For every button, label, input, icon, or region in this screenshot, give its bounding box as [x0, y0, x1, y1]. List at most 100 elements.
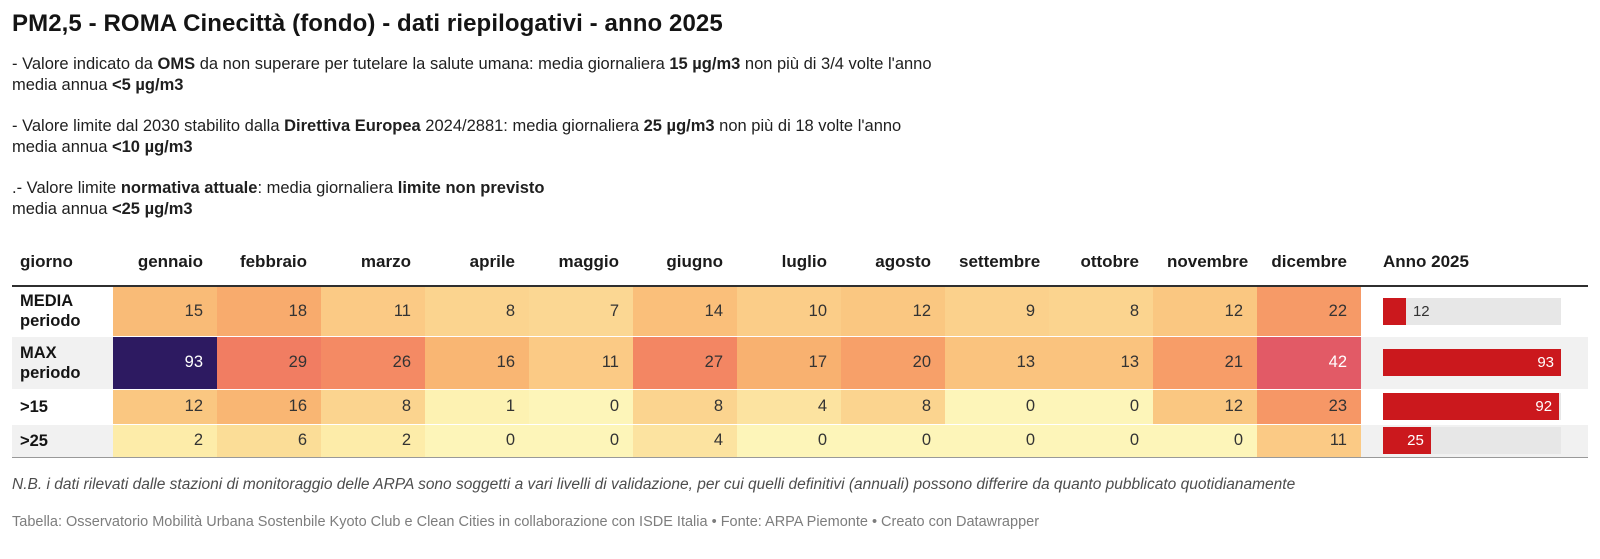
heatmap-cell: 0: [529, 424, 633, 457]
intro-bold: <10 µg/m3: [112, 138, 193, 156]
heatmap-cell: 21: [1153, 336, 1257, 389]
heatmap-cell: 6: [217, 424, 321, 457]
intro-text: - Valore indicato da: [12, 55, 158, 73]
annual-bar-track: 92: [1383, 393, 1561, 420]
pm25-summary-table: giorno gennaio febbraio marzo aprile maggio gi…: [12, 246, 1588, 458]
oms-limit-note: - Valore indicato da OMS da non superare…: [12, 54, 1584, 96]
table-row: MAX periodo 93 29 26 16 11 27 17 20 13 13 21 42 93: [12, 336, 1588, 389]
annual-bar-cell: 12: [1361, 286, 1588, 336]
table-body: MEDIA periodo 15 18 11 8 7 14 10 12 9 8 12 22 12 MAX per…: [12, 286, 1588, 457]
column-header-novembre: novembre: [1153, 246, 1257, 287]
heatmap-cell: 0: [737, 424, 841, 457]
intro-bold: 15 µg/m3: [669, 55, 741, 73]
heatmap-cell: 16: [217, 389, 321, 424]
intro-bold: <25 µg/m3: [112, 200, 193, 218]
heatmap-cell: 11: [529, 336, 633, 389]
heatmap-cell: 23: [1257, 389, 1361, 424]
column-header-giorno: giorno: [12, 246, 113, 287]
column-header-anno-2025: Anno 2025: [1361, 246, 1588, 287]
heatmap-cell: 9: [945, 286, 1049, 336]
row-label: >15: [12, 389, 113, 424]
heatmap-cell: 15: [113, 286, 217, 336]
heatmap-cell: 0: [529, 389, 633, 424]
annual-bar-track: 12: [1383, 297, 1561, 325]
intro-text: non più di 18 volte l'anno: [714, 117, 902, 135]
heatmap-cell: 4: [737, 389, 841, 424]
intro-text: media annua: [12, 200, 112, 218]
heatmap-cell: 29: [217, 336, 321, 389]
annual-bar-cell: 25: [1361, 424, 1588, 457]
column-header-dicembre: dicembre: [1257, 246, 1361, 287]
validation-disclaimer: N.B. i dati rilevati dalle stazioni di m…: [12, 475, 1296, 493]
heatmap-cell: 26: [321, 336, 425, 389]
datawrapper-table-page: PM2,5 - ROMA Cinecittà (fondo) - dati ri…: [12, 10, 1588, 530]
table-header-row: giorno gennaio febbraio marzo aprile maggio gi…: [12, 246, 1588, 287]
annual-bar-value: 92: [1535, 398, 1553, 415]
heatmap-cell: 0: [425, 424, 529, 457]
row-label: >25: [12, 424, 113, 457]
column-header-luglio: luglio: [737, 246, 841, 287]
heatmap-cell: 2: [113, 424, 217, 457]
heatmap-cell: 0: [1049, 424, 1153, 457]
intro-text: da non superare per tutelare la salute u…: [195, 55, 670, 73]
annual-bar-value: 93: [1537, 354, 1554, 371]
intro-bold: <5 µg/m3: [112, 76, 184, 94]
current-law-limit-note: .- Valore limite normativa attuale: medi…: [12, 178, 1584, 220]
intro-bold: limite non previsto: [397, 179, 545, 197]
table-row: MEDIA periodo 15 18 11 8 7 14 10 12 9 8 12 22 12: [12, 286, 1588, 336]
annual-bar-fill: [1383, 297, 1406, 325]
heatmap-cell: 13: [1049, 336, 1153, 389]
heatmap-cell: 0: [1153, 424, 1257, 457]
intro-text: media annua: [12, 76, 112, 94]
source-attribution: Tabella: Osservatorio Mobilità Urbana So…: [12, 513, 1040, 530]
intro-text: 2024/2881: media giornaliera: [420, 117, 644, 135]
eu-directive-limit-note: - Valore limite dal 2030 stabilito dalla…: [12, 116, 1584, 158]
annual-bar-track: 25: [1383, 427, 1561, 454]
heatmap-cell: 14: [633, 286, 737, 336]
heatmap-cell: 22: [1257, 286, 1361, 336]
heatmap-cell: 0: [945, 389, 1049, 424]
page-title: PM2,5 - ROMA Cinecittà (fondo) - dati ri…: [12, 10, 723, 37]
heatmap-cell: 27: [633, 336, 737, 389]
heatmap-cell: 12: [841, 286, 945, 336]
heatmap-cell: 10: [737, 286, 841, 336]
heatmap-cell: 20: [841, 336, 945, 389]
heatmap-cell: 2: [321, 424, 425, 457]
heatmap-cell: 12: [1153, 389, 1257, 424]
row-label: MEDIA periodo: [12, 286, 113, 336]
intro-bold: OMS: [157, 55, 196, 73]
table-row: >25 2 6 2 0 0 4 0 0 0 0 0 11 25: [12, 424, 1588, 457]
heatmap-cell: 4: [633, 424, 737, 457]
intro-text: .- Valore limite: [12, 179, 121, 197]
intro-bold: normativa attuale: [120, 179, 258, 197]
annual-bar-fill: 93: [1383, 349, 1561, 376]
intro-text: - Valore limite dal 2030 stabilito dalla: [12, 117, 285, 135]
annual-bar-fill: 25: [1383, 427, 1431, 454]
annual-bar-cell: 93: [1361, 336, 1588, 389]
intro-text: media annua: [12, 138, 112, 156]
column-header-settembre: settembre: [945, 246, 1049, 287]
heatmap-cell: 18: [217, 286, 321, 336]
heatmap-cell: 12: [113, 389, 217, 424]
annual-bar-cell: 92: [1361, 389, 1588, 424]
column-header-giugno: giugno: [633, 246, 737, 287]
heatmap-cell: 16: [425, 336, 529, 389]
column-header-ottobre: ottobre: [1049, 246, 1153, 287]
column-header-marzo: marzo: [321, 246, 425, 287]
table-row: >15 12 16 8 1 0 8 4 8 0 0 12 23 92: [12, 389, 1588, 424]
intro-bold: Direttiva Europea: [284, 117, 421, 135]
intro-text: : media giornaliera: [257, 179, 398, 197]
heatmap-cell: 93: [113, 336, 217, 389]
heatmap-cell: 8: [1049, 286, 1153, 336]
column-header-gennaio: gennaio: [113, 246, 217, 287]
row-label: MAX periodo: [12, 336, 113, 389]
heatmap-cell: 0: [841, 424, 945, 457]
heatmap-cell: 8: [633, 389, 737, 424]
heatmap-cell: 17: [737, 336, 841, 389]
heatmap-cell: 13: [945, 336, 1049, 389]
heatmap-cell: 11: [321, 286, 425, 336]
heatmap-cell: 8: [321, 389, 425, 424]
heatmap-cell: 42: [1257, 336, 1361, 389]
heatmap-cell: 0: [945, 424, 1049, 457]
intro-bold: 25 µg/m3: [643, 117, 715, 135]
